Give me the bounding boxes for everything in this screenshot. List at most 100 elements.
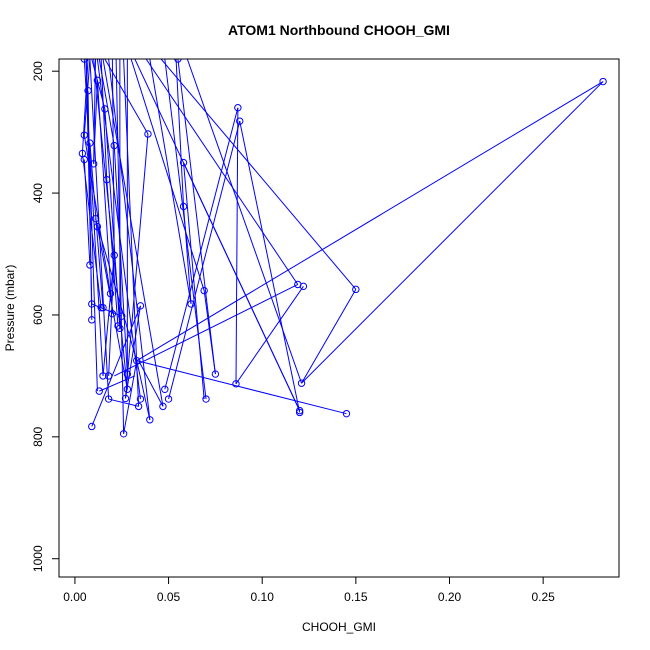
data-point xyxy=(299,282,308,291)
series-line-segment xyxy=(83,159,91,266)
series-line-segment xyxy=(149,59,192,305)
y-tick-label: 400 xyxy=(31,183,45,203)
series-line-segment xyxy=(93,59,97,164)
series-line-segment xyxy=(123,360,138,434)
data-point xyxy=(89,160,98,168)
x-axis-label: CHOOH_GMI xyxy=(302,620,376,634)
y-tick-label: 800 xyxy=(31,427,45,447)
series-line-segment xyxy=(168,121,241,400)
data-point xyxy=(136,302,145,310)
plot-area xyxy=(78,59,607,438)
series-line-segment xyxy=(130,59,205,291)
data-point xyxy=(179,202,188,211)
data-point xyxy=(99,303,107,312)
data-point xyxy=(104,372,113,380)
series-line-segment xyxy=(235,107,239,384)
y-axis-label: Pressure (mbar) xyxy=(3,265,17,352)
data-point xyxy=(88,316,96,324)
data-point xyxy=(342,409,351,418)
data-point xyxy=(110,141,118,150)
data-point xyxy=(86,261,94,269)
series-line-segment xyxy=(136,360,151,420)
data-point xyxy=(164,395,173,403)
x-tick-label: 0.15 xyxy=(344,590,368,604)
data-point xyxy=(599,77,607,86)
data-point xyxy=(179,158,188,167)
data-point xyxy=(174,59,182,63)
data-point xyxy=(119,430,128,438)
series-line-segment xyxy=(123,59,140,407)
series-line-segment xyxy=(183,162,205,400)
chart-title: ATOM1 Northbound CHOOH_GMI xyxy=(228,22,450,38)
y-axis: 200 400 600 800 1000 xyxy=(31,61,60,572)
x-tick-label: 0.20 xyxy=(438,590,462,604)
series-line-segment xyxy=(136,360,347,415)
data-point xyxy=(80,131,88,139)
data-point xyxy=(91,214,100,223)
series-line-segment xyxy=(164,107,239,390)
x-tick-label: 0.25 xyxy=(531,590,555,604)
x-axis: 0.00 0.05 0.10 0.15 0.20 0.25 xyxy=(63,576,555,604)
series-line-segment xyxy=(108,255,115,376)
series-line-segment xyxy=(124,133,149,399)
series-line-segment xyxy=(96,80,113,314)
data-point xyxy=(187,300,195,308)
data-point xyxy=(234,104,242,112)
series-line-segment xyxy=(301,81,604,384)
data-point xyxy=(110,251,118,259)
series-line-segment xyxy=(145,59,299,285)
series-line-segment xyxy=(124,305,141,399)
series-line-segment xyxy=(91,303,122,317)
x-tick-label: 0.05 xyxy=(157,590,181,604)
data-point xyxy=(134,402,143,411)
data-point xyxy=(80,59,88,63)
data-point xyxy=(297,379,306,387)
data-point xyxy=(88,300,96,308)
y-tick-label: 200 xyxy=(31,61,45,81)
data-point xyxy=(159,402,167,411)
data-point xyxy=(133,356,141,365)
data-point xyxy=(144,130,152,138)
data-point xyxy=(200,286,208,295)
data-point xyxy=(103,175,111,184)
series-line-segment xyxy=(81,59,89,154)
series-line-segment xyxy=(138,360,164,407)
series-line-segment xyxy=(235,286,304,385)
data-point xyxy=(232,380,240,388)
series-line-segment xyxy=(100,59,108,180)
data-point xyxy=(352,285,360,294)
data-point xyxy=(108,310,117,318)
series-line-segment xyxy=(113,145,128,375)
series-line-segment xyxy=(203,290,216,375)
series-line-segment xyxy=(111,59,115,256)
data-point xyxy=(84,86,92,95)
data-point xyxy=(93,76,102,85)
data-point xyxy=(88,422,96,431)
series-line-segment xyxy=(85,59,93,304)
y-tick-label: 600 xyxy=(31,305,45,325)
data-point xyxy=(97,303,105,312)
series-line-segment xyxy=(177,59,216,375)
data-point xyxy=(118,312,126,320)
x-tick-label: 0.00 xyxy=(63,590,87,604)
data-point xyxy=(236,117,244,125)
data-point xyxy=(95,387,103,395)
data-point xyxy=(93,222,102,231)
series-line-segment xyxy=(114,284,299,377)
series-line-segment xyxy=(183,206,192,305)
series-line-segment xyxy=(160,59,357,290)
data-point xyxy=(80,155,88,164)
series-line-segment xyxy=(186,59,303,384)
data-point xyxy=(114,322,122,330)
series-line-segment xyxy=(91,305,141,427)
y-tick-label: 1000 xyxy=(31,545,45,572)
series-line-segment xyxy=(301,289,357,384)
series-line-segment xyxy=(104,108,121,329)
data-point xyxy=(123,370,132,378)
data-point xyxy=(106,289,115,298)
data-point xyxy=(99,372,107,380)
data-point xyxy=(104,395,113,403)
series-line-segment xyxy=(108,398,139,407)
series-line-segment xyxy=(108,59,151,420)
